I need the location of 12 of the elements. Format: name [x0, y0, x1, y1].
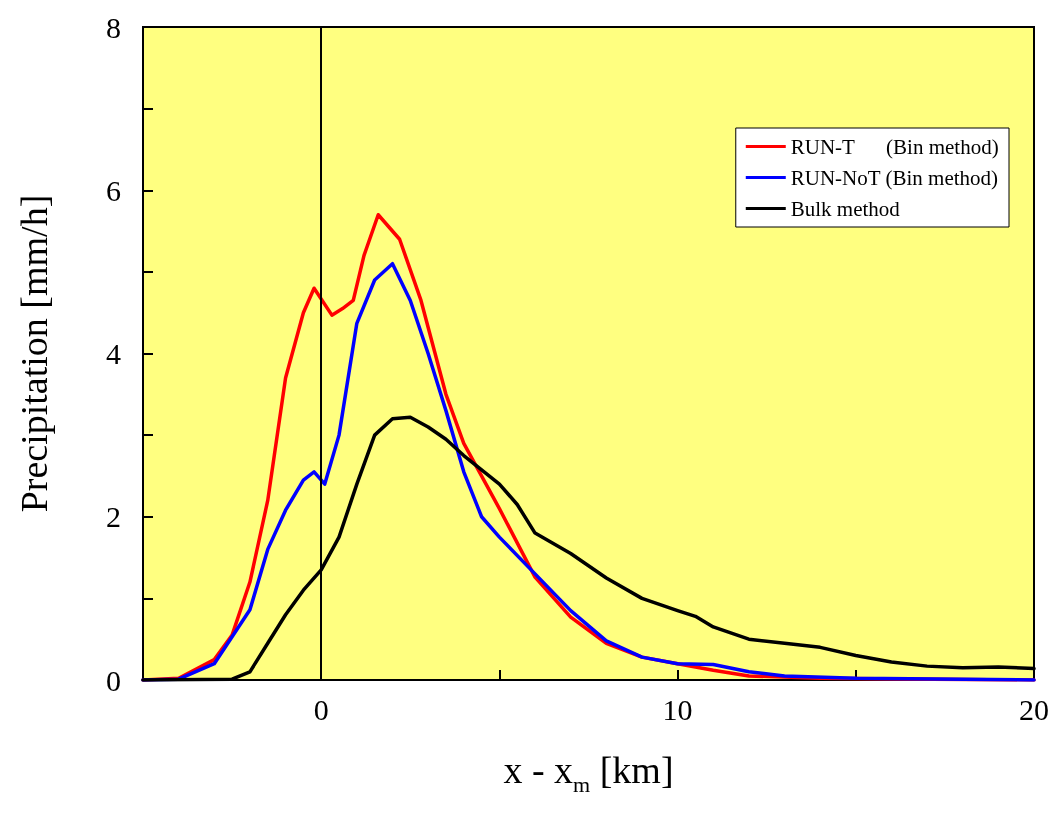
x-tick-label: 20 — [1019, 692, 1049, 726]
legend-label: Bulk method — [790, 196, 901, 221]
y-tick-label: 0 — [106, 663, 121, 697]
legend-label: RUN-NoT (Bin method) — [790, 165, 999, 190]
y-axis-title: Precipitation [mm/h] — [13, 194, 55, 513]
legend-label: RUN-T (Bin method) — [790, 134, 999, 159]
y-tick-label: 4 — [106, 337, 121, 370]
x-tick-label: 10 — [662, 692, 693, 726]
y-tick-label: 2 — [106, 500, 121, 534]
x-tick-label: 0 — [313, 692, 329, 726]
y-tick-label: 8 — [106, 10, 121, 44]
y-tick-label: 6 — [106, 173, 121, 207]
